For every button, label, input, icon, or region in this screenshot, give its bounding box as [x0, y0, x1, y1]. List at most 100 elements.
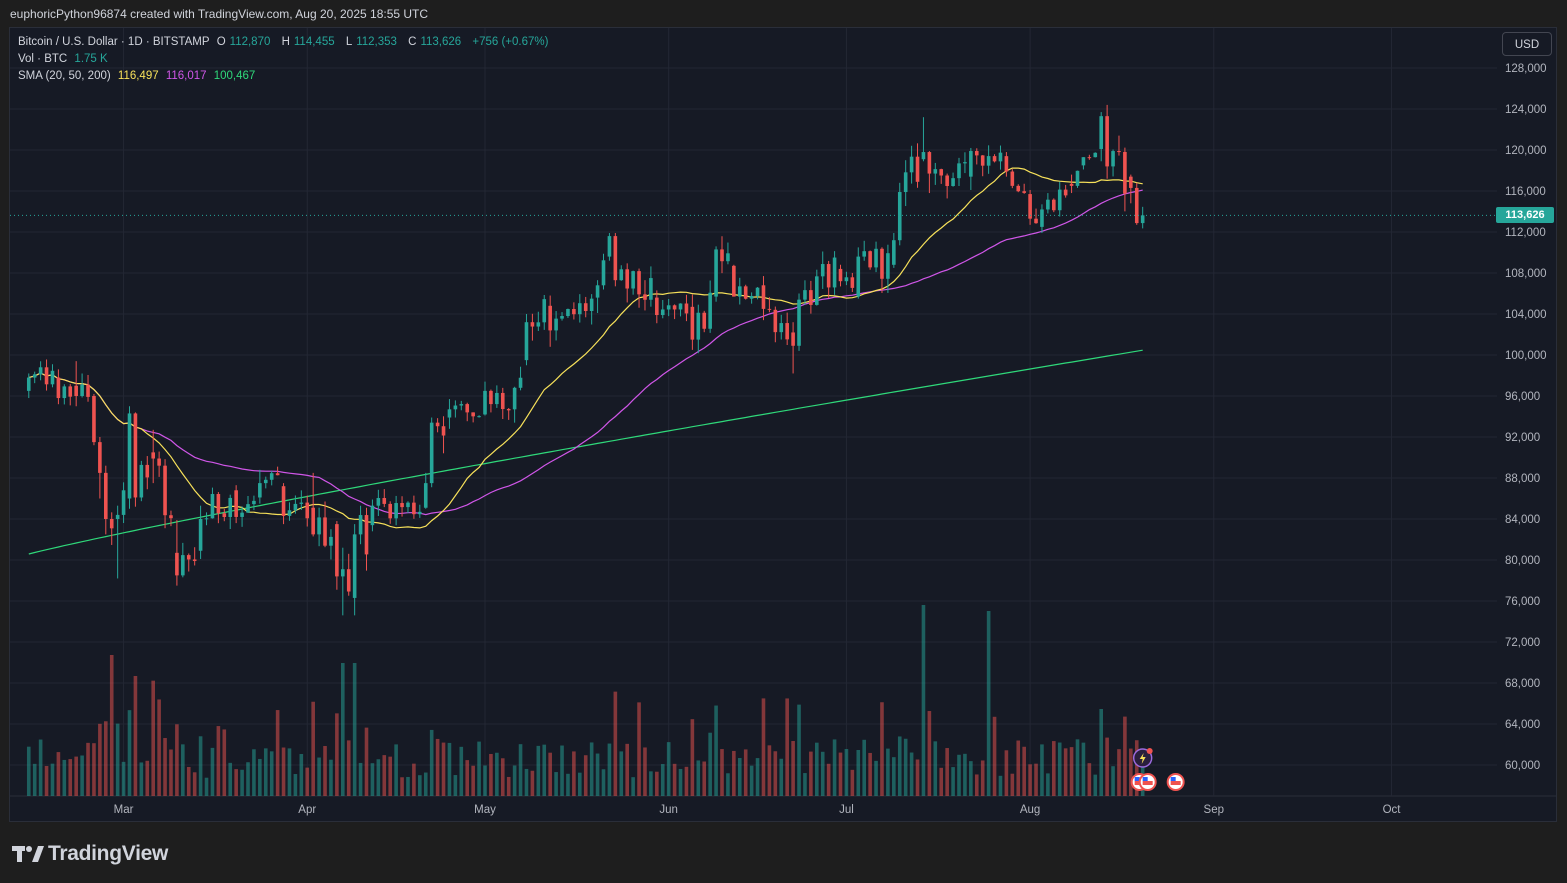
volume-bar: [186, 766, 191, 796]
currency-button[interactable]: USD: [1502, 32, 1552, 56]
candle-body: [465, 404, 470, 413]
volume-bar: [773, 751, 778, 796]
candle-body: [613, 236, 618, 281]
volume-bar: [1087, 763, 1092, 796]
sma20-value: 116,497: [117, 70, 159, 82]
volume-bar: [1010, 773, 1015, 796]
volume-bar: [696, 760, 701, 796]
chart-frame[interactable]: 128,000 124,000 120,000 116,000 112,000 108,0…: [9, 27, 1557, 822]
candle-body: [702, 312, 707, 329]
volume-bar: [589, 742, 594, 796]
candle-body: [566, 309, 570, 317]
candle-body: [1129, 176, 1133, 188]
candle-body: [980, 155, 985, 166]
volume-bar: [1028, 764, 1032, 796]
volume-bar: [909, 752, 914, 796]
volume-bar: [1105, 737, 1109, 796]
volume-bar: [560, 745, 564, 796]
volume-bar: [578, 772, 582, 796]
volume-bar: [465, 760, 470, 796]
candle-body: [785, 323, 789, 340]
candle-body: [133, 413, 138, 498]
candle-body: [38, 367, 43, 375]
candle-body: [743, 286, 748, 299]
change-value: +756 (+0.67%): [472, 36, 549, 48]
volume-bar: [945, 748, 949, 796]
volume-bar: [163, 738, 167, 796]
candle-body: [495, 392, 499, 405]
candle-body: [714, 249, 718, 297]
candle-body: [1134, 187, 1139, 224]
candle-body: [1046, 199, 1050, 210]
volume-bar: [317, 757, 321, 796]
volume-bar: [868, 752, 872, 796]
volume-bar: [495, 752, 499, 796]
volume-bar: [341, 663, 345, 796]
candle-body: [536, 322, 541, 327]
x-tick-label: Apr: [298, 804, 316, 816]
volume-bar: [963, 753, 967, 796]
volume-bar: [38, 739, 43, 796]
y-tick-label: 84,000: [1505, 514, 1540, 526]
volume-bar: [886, 748, 890, 796]
volume-bar: [767, 745, 772, 796]
volume-bar: [506, 776, 511, 796]
candle-body: [862, 251, 866, 257]
volume-bar: [826, 763, 831, 796]
volume-bar: [933, 741, 938, 796]
candle-body: [512, 387, 517, 410]
candle-body: [376, 498, 381, 506]
x-tick-label: May: [474, 804, 496, 816]
volume-bar: [92, 743, 96, 796]
volume-bar: [412, 763, 416, 796]
volume-bar: [500, 758, 505, 796]
candle-body: [856, 256, 861, 297]
sma200-value: 100,467: [213, 70, 256, 82]
candle-body: [388, 503, 392, 519]
candle-body: [335, 524, 339, 577]
sma-legend-row[interactable]: SMA (20, 50, 200) 116,497 116,017 100,46…: [18, 70, 259, 82]
candle-body: [868, 251, 872, 268]
low-value: L 112,353: [345, 36, 397, 48]
volume-bar: [388, 756, 392, 796]
candle-body: [530, 322, 535, 327]
volume-bar: [832, 739, 837, 796]
candle-body: [364, 515, 369, 555]
volume-bar: [530, 770, 535, 796]
volume-bar: [655, 771, 659, 796]
volume-bar: [240, 769, 244, 796]
y-tick-label: 64,000: [1505, 719, 1540, 731]
candle-body: [1140, 215, 1145, 224]
tradingview-logo-icon: [12, 846, 44, 862]
volume-bar: [447, 742, 452, 796]
tradingview-footer[interactable]: TradingView: [12, 842, 168, 866]
volume-bar: [583, 755, 588, 796]
candle-body: [708, 292, 712, 329]
volume-bar: [139, 762, 144, 796]
candle-body: [281, 486, 286, 516]
x-tick-label: Jun: [659, 804, 678, 816]
volume-bar: [791, 741, 795, 796]
candle-body: [755, 287, 760, 296]
volume-bar: [169, 749, 173, 796]
created-with-caption: euphoricPython96874 created with Trading…: [10, 7, 429, 21]
volume-bar: [429, 729, 434, 796]
candle-body: [850, 277, 855, 288]
volume-legend-row[interactable]: Vol · BTC 1.75 K: [18, 53, 112, 65]
candle-body: [86, 384, 90, 397]
price-chart[interactable]: 128,000 124,000 120,000 116,000 112,000 108,0…: [10, 28, 1557, 822]
volume-bar: [631, 777, 635, 796]
volume-value: 1.75 K: [74, 53, 108, 65]
volume-bar: [441, 742, 446, 796]
volume-bar: [803, 773, 807, 796]
volume-bar: [1022, 746, 1026, 796]
volume-bar: [998, 775, 1003, 796]
volume-bar: [287, 748, 292, 796]
volume-bar: [974, 774, 979, 796]
y-tick-label: 100,000: [1505, 350, 1547, 362]
candle-body: [820, 264, 825, 277]
candle-body: [986, 156, 991, 166]
volume-bar: [1081, 742, 1086, 796]
candle-body: [429, 422, 434, 484]
